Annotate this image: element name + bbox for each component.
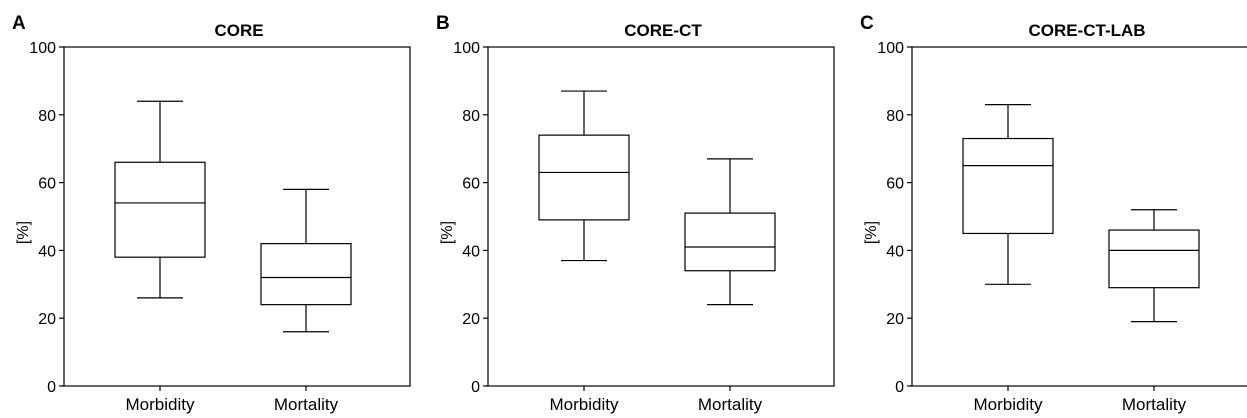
box-plot-svg: B CORE-CT 0 20 40 60 80 100 [%] Morbidity Mortalit…	[436, 13, 835, 414]
panel-letter: A	[12, 13, 26, 34]
panel-letter: B	[436, 13, 450, 34]
y-tick-label: 60	[886, 176, 904, 193]
category-label-mortality: Mortality	[274, 395, 339, 414]
plot-frame	[911, 46, 1247, 387]
y-tick-label: 80	[38, 108, 56, 125]
y-tick-label: 40	[38, 243, 56, 260]
y-axis-label: [%]	[863, 221, 880, 244]
y-tick-label: 100	[877, 40, 904, 57]
y-tick-label: 40	[462, 243, 480, 260]
box-mortality	[260, 243, 352, 306]
y-tick-label: 20	[886, 311, 904, 328]
category-label-mortality: Mortality	[698, 395, 763, 414]
y-tick-label: 80	[462, 108, 480, 125]
chart-panel-c: C CORE-CT-LAB 0 20 40 60 80 100 [%] Morbidity Mort…	[848, 0, 1247, 418]
y-tick-label: 80	[886, 108, 904, 125]
y-tick-label: 100	[453, 40, 480, 57]
y-tick-label: 100	[29, 40, 56, 57]
box-mortality	[684, 212, 776, 272]
y-tick-label: 0	[47, 379, 56, 396]
y-tick-label: 60	[462, 176, 480, 193]
chart-panel-b: B CORE-CT 0 20 40 60 80 100 [%] Morbidity Mortalit…	[424, 0, 844, 418]
box-mortality	[1108, 229, 1200, 289]
category-label-mortality: Mortality	[1122, 395, 1187, 414]
box-morbidity	[114, 161, 206, 258]
y-tick-label: 0	[895, 379, 904, 396]
chart-title: CORE-CT	[624, 21, 702, 40]
y-axis-label: [%]	[439, 221, 456, 244]
chart-title: CORE-CT-LAB	[1028, 21, 1145, 40]
y-tick-label: 20	[38, 311, 56, 328]
y-tick-label: 20	[462, 311, 480, 328]
y-axis-label: [%]	[15, 221, 32, 244]
plot-frame	[487, 46, 835, 387]
y-tick-label: 40	[886, 243, 904, 260]
category-label-morbidity: Morbidity	[126, 395, 195, 414]
box-morbidity	[962, 137, 1054, 235]
panel-letter: C	[860, 13, 874, 34]
chart-title: CORE	[214, 21, 263, 40]
box-plot-svg: C CORE-CT-LAB 0 20 40 60 80 100 [%] Morbidity Mort…	[860, 13, 1247, 414]
y-tick-label: 60	[38, 176, 56, 193]
category-label-morbidity: Morbidity	[974, 395, 1043, 414]
category-label-morbidity: Morbidity	[550, 395, 619, 414]
plot-frame	[63, 46, 411, 387]
chart-panel-a: A CORE 0 20 40 60 80 100 [%] Morbidity Mortality	[0, 0, 420, 418]
box-morbidity	[538, 134, 630, 221]
y-tick-label: 0	[471, 379, 480, 396]
box-plot-svg: A CORE 0 20 40 60 80 100 [%] Morbidity Mortality	[12, 13, 411, 414]
